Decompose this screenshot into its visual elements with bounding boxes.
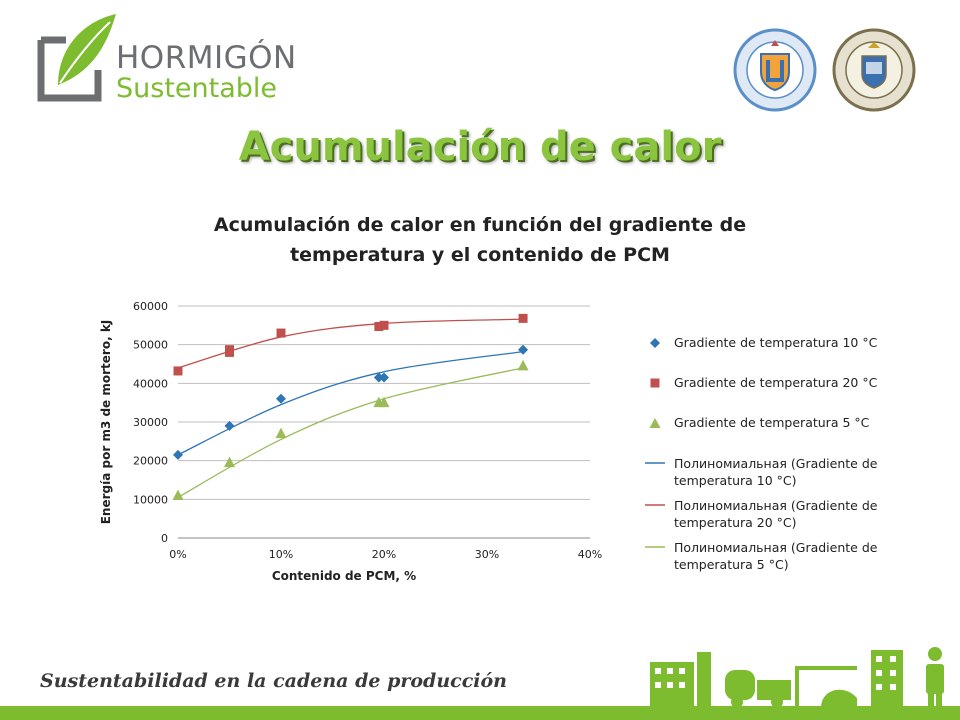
trendline [177,318,524,369]
university-seal-icon [733,28,817,112]
construction-illustration-icon [650,647,944,708]
trendline [177,367,524,498]
data-point-triangle [275,427,287,439]
legend-item-trend-5c: Полиномиальная (Gradiente de temperatura… [645,537,908,579]
legend-label: Полиномиальная (Gradiente de temperatura… [674,498,878,530]
legend-item-10c: Gradiente de temperatura 10 °C [648,333,908,373]
scatter-chart: 0 10000 20000 30000 40000 50000 60000 0% 10% 20% 3… [99,300,602,583]
y-tick-label: 0 [161,532,168,545]
data-point-triangle [224,456,235,468]
hormigon-sustentable-logo: HORMIGÓN Sustentable [36,10,306,105]
x-tick-label: 30% [475,548,499,561]
logo-word-hormigon: HORMIGÓN [116,40,297,76]
legend-label: Gradiente de temperatura 5 °C [674,415,870,430]
legend-item-trend-10c: Полиномиальная (Gradiente de temperatura… [645,453,908,495]
line-marker-icon [645,546,665,548]
data-point-diamond [518,344,529,355]
legend-label: Gradiente de temperatura 10 °C [674,335,878,350]
x-tick-label: 0% [169,548,186,561]
y-tick-label: 10000 [133,493,168,506]
y-tick-label: 20000 [133,455,168,468]
square-marker-icon [650,378,660,388]
triangle-marker-icon [649,418,661,428]
x-tick-label: 20% [372,548,396,561]
y-tick-label: 50000 [133,339,168,352]
data-point-square [374,321,384,331]
data-point-diamond [224,420,235,431]
data-point-diamond [373,372,384,383]
data-point-diamond [276,393,286,404]
x-tick-label: 10% [269,548,293,561]
leaf-logo-icon [37,14,116,102]
y-tick-label: 30000 [133,416,168,429]
slide-title: Acumulación de calor [238,124,722,170]
legend-label: Полиномиальная (Gradiente de temperatura… [674,456,878,488]
x-tick-label: 40% [578,548,602,561]
data-point-square [518,313,528,323]
y-axis-label: Energía por m3 de mortero, kJ [99,320,113,525]
data-point-square [379,320,389,330]
y-tick-label: 40000 [133,377,168,390]
legend-item-5c: Gradiente de temperatura 5 °C [648,413,908,453]
legend-label: Полиномиальная (Gradiente de temperatura… [674,540,878,572]
chart-legend: Gradiente de temperatura 10 °C Gradiente… [645,333,908,579]
data-point-triangle [378,396,390,408]
line-marker-icon [645,462,665,464]
university-seal-icon [832,28,916,112]
chart-title: Acumulación de calor en función del grad… [140,210,820,270]
data-point-triangle [172,489,184,500]
data-point-square [276,328,286,338]
footer-bar [0,706,960,720]
data-point-diamond [173,449,183,460]
footer-tagline: Sustentabilidad en la cadena de producci… [40,670,507,692]
diamond-marker-icon [650,338,660,348]
chart-title-line-1: Acumulación de calor en función del grad… [213,214,747,236]
legend-item-20c: Gradiente de temperatura 20 °C [648,373,908,413]
legend-item-trend-20c: Полиномиальная (Gradiente de temperatura… [645,495,908,537]
legend-label: Gradiente de temperatura 20 °C [674,375,878,390]
data-point-diamond [379,372,389,383]
trendline [177,350,524,456]
y-tick-label: 60000 [133,300,168,313]
chart-title-line-2: temperatura y el contenido de PCM [290,244,670,266]
logo-word-sustentable: Sustentable [116,73,278,104]
x-axis-label: Contenido de PCM, % [272,569,416,583]
data-point-square [225,345,234,355]
data-point-square [173,366,183,376]
data-point-triangle [517,359,529,371]
line-marker-icon [645,504,665,506]
